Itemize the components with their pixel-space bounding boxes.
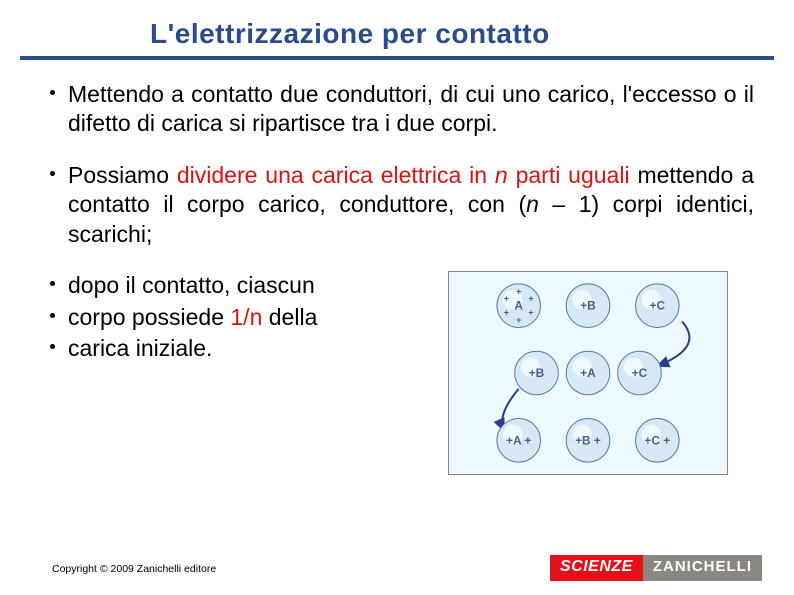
line-3b-c: della [262, 304, 317, 330]
line-3a: dopo il contatto, ciascun [50, 271, 430, 300]
bullet-icon [50, 344, 55, 349]
svg-text:+: + [504, 308, 509, 318]
svg-text:+: + [504, 294, 509, 304]
paragraph-2: Possiamo dividere una carica elettrica i… [50, 161, 754, 249]
svg-text:+A +: +A + [506, 433, 531, 447]
svg-text:+B +: +B + [575, 433, 601, 447]
svg-text:+: + [516, 287, 521, 297]
p2-seg-nminus: n [526, 191, 539, 217]
logo-scienze: SCIENZE [550, 555, 643, 581]
paragraph-1-text: Mettendo a contatto due conduttori, di c… [68, 81, 754, 136]
svg-text:+B: +B [529, 366, 545, 380]
copyright-footer: Copyright © 2009 Zanichelli editore [52, 563, 216, 575]
svg-text:+C: +C [650, 299, 666, 313]
svg-text:+A: +A [580, 366, 596, 380]
svg-text:A: A [514, 299, 523, 313]
line-3b-a: corpo possiede [68, 304, 230, 330]
bullet-icon [50, 90, 55, 95]
svg-text:+: + [516, 315, 521, 325]
line-3c-text: carica iniziale. [68, 335, 212, 361]
slide-content: Mettendo a contatto due conduttori, di c… [0, 60, 794, 475]
p2-seg-n: n [495, 162, 516, 188]
row-3: dopo il contatto, ciascun corpo possiede… [50, 271, 754, 475]
svg-text:+C: +C [632, 366, 648, 380]
svg-text:+C +: +C + [644, 433, 670, 447]
paragraph-3: dopo il contatto, ciascun corpo possiede… [50, 271, 430, 365]
line-3b: corpo possiede 1/n della [50, 303, 430, 332]
publisher-logo: SCIENZE ZANICHELLI [550, 555, 762, 581]
paragraph-1: Mettendo a contatto due conduttori, di c… [50, 80, 754, 139]
slide-title: L'elettrizzazione per contatto [150, 18, 550, 49]
line-3a-text: dopo il contatto, ciascun [68, 272, 315, 298]
p2-seg-red2: parti uguali [516, 162, 630, 188]
title-bar: L'elettrizzazione per contatto [20, 0, 774, 60]
logo-zanichelli: ZANICHELLI [643, 555, 762, 581]
bullet-icon [50, 281, 55, 286]
svg-text:+: + [528, 308, 533, 318]
svg-text:+: + [528, 294, 533, 304]
p2-seg-red: dividere una carica elettrica in [177, 162, 495, 188]
bullet-icon [50, 313, 55, 318]
bullet-icon [50, 171, 55, 176]
svg-text:+B: +B [580, 299, 596, 313]
charge-diagram: A + + + + + + +B +C +B +A +C +A + +B + +C + [448, 271, 728, 475]
line-3c: carica iniziale. [50, 334, 430, 363]
charge-diagram-svg: A + + + + + + +B +C +B +A +C +A + +B + +C + [449, 272, 727, 474]
p2-seg: Possiamo [68, 162, 177, 188]
line-3b-b: 1/n [230, 304, 262, 330]
